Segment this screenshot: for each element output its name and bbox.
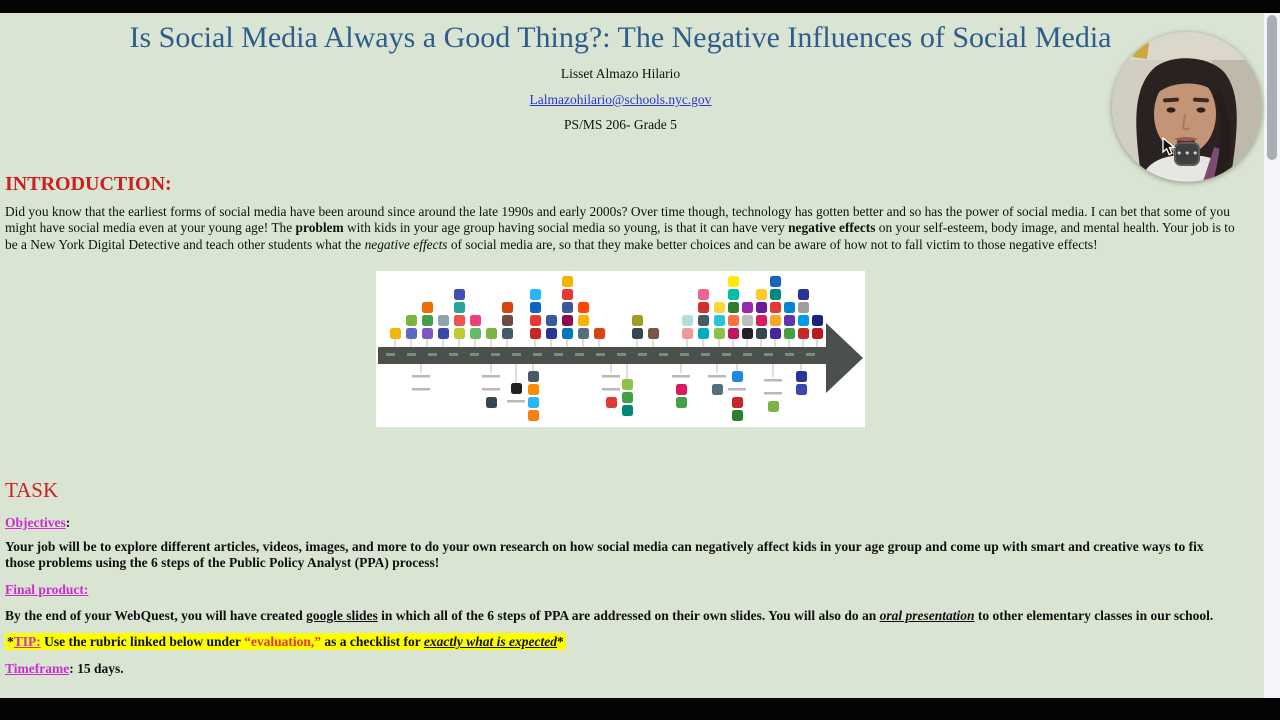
tip-link[interactable]: TIP: — [13, 634, 41, 650]
timeframe-link[interactable]: Timeframe — [5, 661, 70, 677]
introduction-heading: INTRODUCTION: — [5, 173, 172, 195]
tip-highlight: *TIP: Use the rubric linked below under … — [5, 633, 566, 651]
timeline-icons — [386, 275, 823, 421]
tip-evaluation-text: “evaluation,” — [244, 634, 322, 650]
timeline-image-container — [5, 270, 1236, 432]
oral-presentation-text: oral presentation — [879, 607, 975, 623]
final-product-row: Final product: — [5, 582, 1236, 598]
objectives-row: Objectives: — [5, 514, 71, 530]
author-name: Lisset Almazo Hilario — [560, 66, 681, 81]
final-product-paragraph: By the end of your WebQuest, you will ha… — [5, 607, 1214, 623]
timeframe-row: Timeframe: 15 days. — [5, 661, 124, 677]
social-media-timeline-image — [376, 270, 865, 427]
intro-italic-negative-effects: negative effects — [364, 236, 448, 252]
intro-bold-negative-effects: negative effects — [788, 220, 876, 236]
tip-expected-text: exactly what is expected — [423, 634, 557, 650]
webcam-menu-button[interactable]: ••• — [1174, 142, 1200, 166]
timeline-arrowhead — [826, 322, 863, 393]
objectives-paragraph: Your job will be to explore different ar… — [5, 538, 1204, 571]
ellipsis-icon: ••• — [1176, 147, 1200, 160]
mouse-cursor — [1162, 137, 1176, 156]
email-row: Lalmazohilario@schools.nyc.gov — [5, 92, 1236, 108]
intro-bold-problem: problem — [295, 220, 344, 236]
page-title: Is Social Media Always a Good Thing?: Th… — [129, 21, 1112, 54]
letterbox-bottom — [0, 698, 1280, 720]
school-grade: PS/MS 206- Grade 5 — [564, 117, 677, 132]
email-link[interactable]: Lalmazohilario@schools.nyc.gov — [529, 92, 712, 107]
tip-row: *TIP: Use the rubric linked below under … — [5, 633, 1236, 651]
introduction-paragraph: Did you know that the earliest forms of … — [5, 204, 1235, 252]
objectives-link[interactable]: Objectives — [5, 514, 66, 530]
google-slides-text: google slides — [306, 607, 378, 623]
intro-text: Did you know that the earliest forms of … — [5, 204, 1230, 236]
task-heading: TASK — [5, 477, 59, 502]
scrollbar-track[interactable] — [1264, 13, 1280, 698]
final-product-link[interactable]: Final product: — [5, 581, 89, 597]
webcam-video-frame — [1112, 32, 1262, 182]
webquest-page: Is Social Media Always a Good Thing?: Th… — [0, 13, 1264, 698]
webcam-overlay[interactable] — [1112, 32, 1262, 182]
scrollbar-thumb[interactable] — [1267, 15, 1277, 160]
letterbox-top — [0, 0, 1280, 13]
